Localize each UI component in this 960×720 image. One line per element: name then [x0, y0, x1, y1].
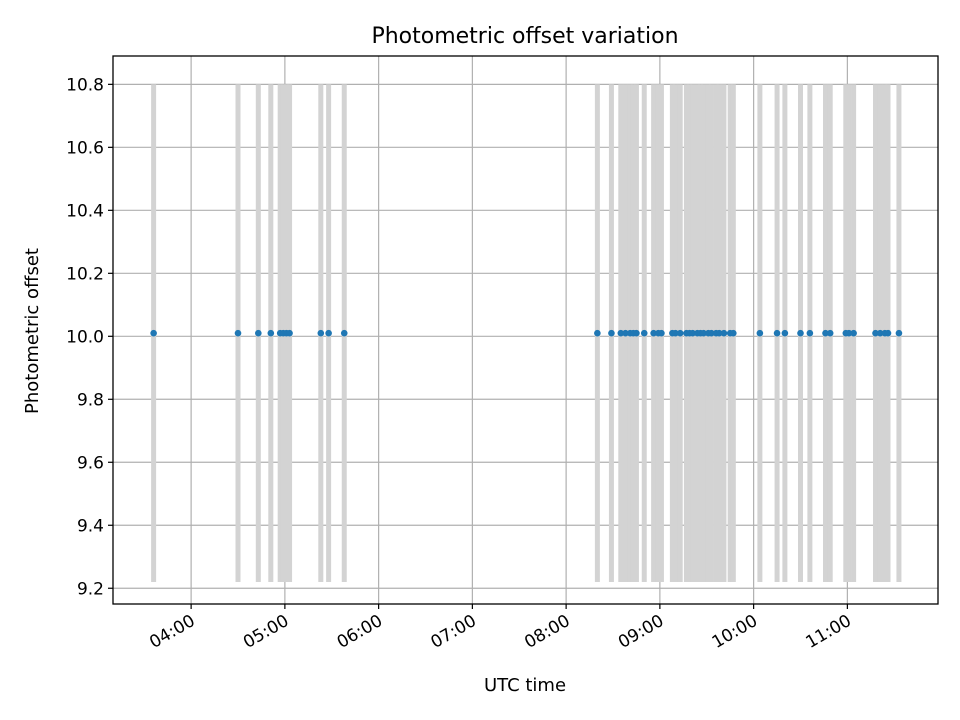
data-point: [325, 329, 332, 337]
data-point: [672, 329, 679, 337]
data-point: [826, 329, 834, 337]
data-point: [608, 329, 615, 337]
data-point: [617, 329, 625, 337]
data-point: [895, 329, 903, 337]
y-tick-label: 10.8: [66, 75, 104, 95]
data-point: [708, 329, 715, 337]
data-point: [676, 329, 684, 337]
data-point: [806, 329, 814, 337]
data-point: [234, 329, 242, 337]
y-tick-label: 10.6: [66, 138, 104, 158]
y-tick-label: 10.4: [66, 201, 104, 221]
data-point: [872, 329, 879, 337]
data-point: [845, 329, 853, 337]
plot-frame: [112, 55, 939, 605]
data-point: [640, 329, 648, 337]
y-axis-label: Photometric offset: [22, 248, 43, 414]
x-axis-label: UTC time: [484, 675, 566, 696]
data-point: [150, 329, 157, 337]
y-axis: 9.2 9.4 9.6 9.8 10.0 10.2 10.4 10.6 10.8: [66, 75, 113, 599]
data-point: [267, 329, 275, 337]
data-point: [781, 329, 789, 337]
y-tick-label: 10.2: [66, 264, 104, 284]
data-point: [689, 329, 696, 337]
y-tick-label: 9.2: [77, 579, 104, 599]
data-point: [730, 329, 737, 337]
chart-title: Photometric offset variation: [371, 24, 678, 49]
data-point: [720, 329, 728, 337]
data-point: [797, 329, 804, 337]
data-point: [876, 329, 884, 337]
data-point: [594, 329, 601, 337]
data-point: [773, 329, 781, 337]
data-point: [286, 329, 293, 337]
data-point: [650, 329, 657, 337]
data-point: [658, 329, 665, 337]
data-point: [884, 329, 892, 337]
data-point: [317, 329, 325, 337]
data-points: [150, 329, 903, 337]
data-point: [255, 329, 262, 337]
data-point: [700, 329, 707, 337]
data-point: [622, 329, 629, 337]
data-point: [756, 329, 764, 337]
data-point: [633, 329, 640, 337]
data-point: [715, 329, 723, 337]
data-point: [850, 329, 857, 337]
y-tick-label: 10.0: [66, 327, 104, 347]
y-tick-label: 9.6: [77, 453, 104, 473]
data-point: [822, 329, 829, 337]
y-tick-label: 9.4: [77, 516, 104, 536]
data-point: [340, 329, 348, 337]
y-tick-label: 9.8: [77, 390, 104, 410]
